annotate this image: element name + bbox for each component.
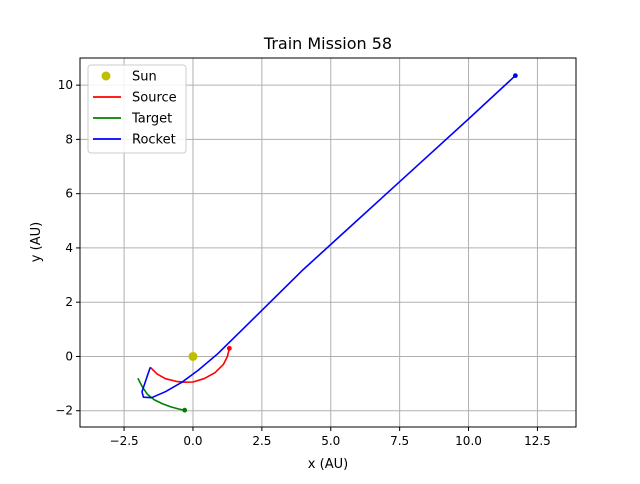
legend-label-source: Source: [132, 91, 177, 106]
y-tick-label: 0: [65, 349, 73, 363]
y-tick-label: 2: [65, 295, 73, 309]
x-axis-ticks: −2.5 0.0 2.5 5.0 7.5 10.0 12.5: [110, 427, 551, 448]
x-tick-label: 10.0: [455, 434, 482, 448]
x-tick-label: 2.5: [252, 434, 271, 448]
series-end-marker-target: [182, 407, 188, 413]
legend-label-target: Target: [131, 112, 172, 127]
plot-layer: [137, 73, 518, 413]
plot-frame: [79, 57, 577, 428]
legend-marker-sun: [101, 71, 111, 81]
y-tick-label: 10: [58, 78, 73, 92]
series-end-marker-rocket: [512, 73, 518, 79]
y-axis-ticks: −2 0 2 4 6 8 10: [55, 78, 80, 418]
legend-label-sun: Sun: [132, 70, 157, 85]
y-tick-label: 4: [65, 241, 73, 255]
series-line-rocket: [141, 75, 516, 399]
y-axis-label: y (AU): [29, 222, 44, 262]
x-axis-label: x (AU): [308, 457, 348, 472]
series-line-source: [149, 348, 231, 384]
y-tick-label: −2: [55, 404, 73, 418]
x-tick-label: 5.0: [321, 434, 340, 448]
sun-marker: [188, 351, 198, 361]
legend-box: [87, 64, 187, 154]
x-tick-label: 7.5: [390, 434, 409, 448]
legend: Sun Source Target Rocket: [87, 64, 187, 154]
x-tick-label: 0.0: [183, 434, 202, 448]
legend-label-rocket: Rocket: [132, 133, 176, 148]
chart-title: Train Mission 58: [263, 34, 392, 53]
series-end-marker-source: [226, 345, 232, 351]
y-tick-label: 8: [65, 132, 73, 146]
y-tick-label: 6: [65, 187, 73, 201]
x-tick-label: −2.5: [110, 434, 139, 448]
x-tick-label: 12.5: [524, 434, 551, 448]
